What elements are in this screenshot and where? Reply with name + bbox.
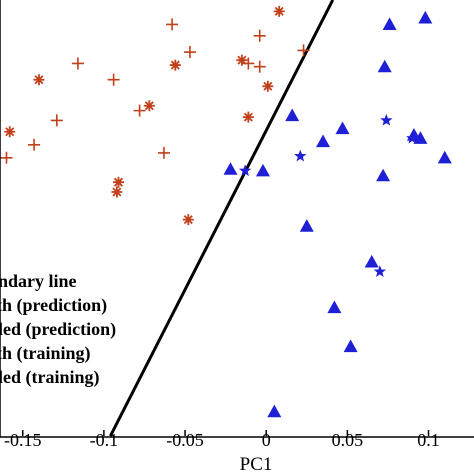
asterisk-point bbox=[262, 80, 274, 92]
asterisk-point bbox=[33, 74, 45, 86]
triangle-point bbox=[255, 163, 270, 177]
legend-item-series-2: led (prediction) bbox=[0, 319, 116, 340]
asterisk-point bbox=[169, 59, 181, 71]
plus-point bbox=[71, 57, 84, 70]
asterisk-point bbox=[4, 126, 16, 138]
plus-point bbox=[50, 114, 63, 127]
boundary-line bbox=[109, 0, 335, 437]
asterisk-point bbox=[242, 111, 254, 123]
triangle-point bbox=[327, 300, 342, 314]
plus-point bbox=[107, 73, 120, 86]
x-tick-label: 0 bbox=[262, 430, 271, 450]
triangle-point bbox=[223, 162, 238, 175]
plus-point bbox=[297, 44, 310, 57]
plot-area bbox=[0, 0, 452, 437]
asterisk-point bbox=[143, 100, 155, 112]
star-point bbox=[380, 113, 393, 126]
triangle-point bbox=[343, 339, 358, 353]
triangle-point bbox=[335, 121, 350, 135]
x-tick-label: -0.1 bbox=[90, 430, 119, 450]
legend-item-boundary-line: ndary line bbox=[0, 271, 77, 291]
asterisk-point bbox=[236, 54, 248, 66]
plus-point bbox=[133, 104, 146, 117]
plot-frame bbox=[0, 0, 474, 438]
triangle-point bbox=[299, 219, 314, 232]
x-axis-label: PC1 bbox=[240, 454, 273, 474]
asterisk-point bbox=[182, 214, 194, 226]
triangle-point bbox=[377, 59, 392, 73]
plus-point bbox=[166, 18, 179, 31]
triangle-point bbox=[316, 134, 331, 148]
star-point bbox=[373, 265, 387, 277]
plus-point bbox=[183, 46, 196, 59]
x-tick-label: 0.1 bbox=[417, 430, 440, 450]
x-tick-label: 0.05 bbox=[332, 430, 364, 450]
legend-item-series-1: th (prediction) bbox=[0, 295, 107, 316]
triangle-point bbox=[285, 108, 300, 122]
legend-item-series-3: th (training) bbox=[0, 343, 91, 364]
plus-point bbox=[253, 60, 266, 73]
plus-point bbox=[0, 151, 13, 164]
star-point bbox=[238, 164, 252, 177]
asterisk-point bbox=[273, 5, 285, 17]
plus-point bbox=[157, 146, 170, 159]
x-axis-ticks: -0.15 -0.1 -0.05 0 0.05 0.1 bbox=[4, 430, 440, 450]
triangle-point bbox=[382, 17, 397, 31]
plus-point bbox=[253, 29, 266, 42]
legend-item-series-4: led (training) bbox=[0, 367, 100, 388]
triangle-point bbox=[267, 404, 282, 418]
legend: ndary line th (prediction) led (predicti… bbox=[0, 271, 116, 388]
asterisk-point bbox=[113, 176, 124, 188]
triangle-point bbox=[364, 254, 379, 268]
x-tick-label: -0.15 bbox=[4, 430, 42, 450]
star-point bbox=[406, 131, 419, 144]
triangle-point bbox=[437, 150, 452, 164]
plus-point bbox=[28, 138, 41, 151]
triangle-point bbox=[418, 10, 433, 24]
triangle-point bbox=[413, 131, 428, 144]
x-tick-label: -0.05 bbox=[166, 430, 204, 450]
star-point bbox=[294, 149, 307, 162]
asterisk-point bbox=[111, 186, 123, 198]
triangle-point bbox=[376, 168, 391, 182]
